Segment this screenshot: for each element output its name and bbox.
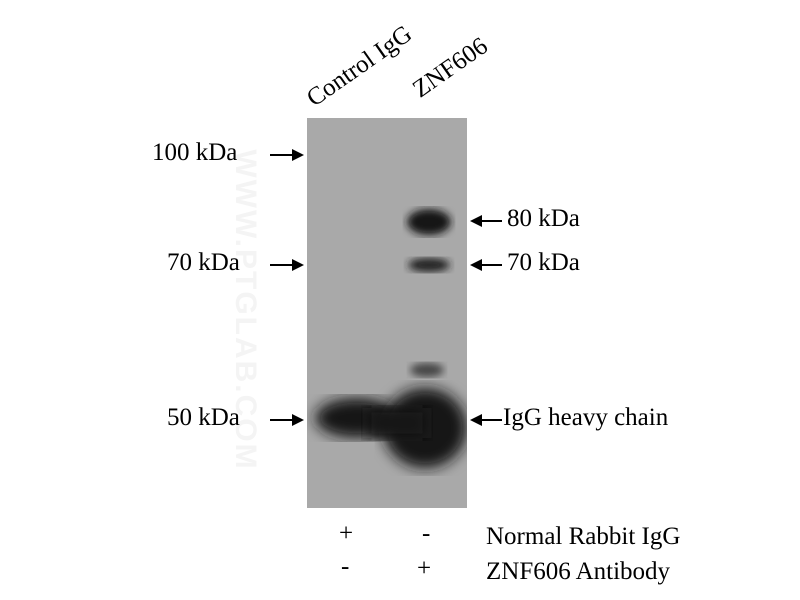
arrow-left-icon [470, 215, 502, 227]
lane-label-control-igg: Control IgG [301, 20, 417, 113]
arrow-left-icon [470, 259, 502, 271]
cond1-lane1: + [339, 520, 354, 547]
cond2-label: ZNF606 Antibody [486, 558, 671, 585]
arrow-right-icon [270, 414, 304, 426]
arrow-right-icon [270, 259, 304, 271]
marker-50kda: 50 kDa [167, 404, 240, 431]
marker-80kda: 80 kDa [507, 205, 580, 232]
marker-70kda-left: 70 kDa [167, 249, 240, 276]
lane-label-znf606: ZNF606 [407, 32, 493, 104]
marker-70kda-right: 70 kDa [507, 249, 580, 276]
band-80kda [407, 209, 451, 235]
arrow-right-icon [270, 149, 304, 161]
arrow-left-icon [470, 414, 502, 426]
label-igg-heavy-chain: IgG heavy chain [503, 404, 669, 431]
marker-100kda: 100 kDa [152, 139, 238, 166]
blot-membrane [307, 118, 467, 508]
cond2-lane2: + [417, 555, 432, 582]
band-igg-bridge [367, 408, 427, 438]
cond1-label: Normal Rabbit IgG [486, 523, 681, 550]
cond2-lane1: - [341, 553, 350, 580]
band-faint [410, 363, 444, 377]
band-70kda [408, 258, 450, 272]
cond1-lane2: - [422, 520, 431, 547]
